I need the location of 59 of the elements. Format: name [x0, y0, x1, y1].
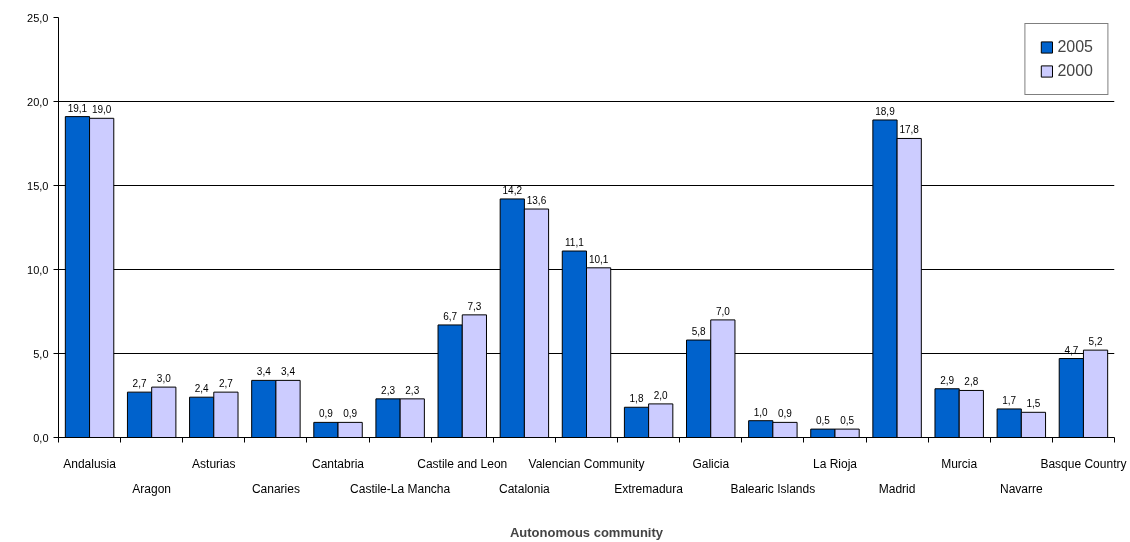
data-label: 1,5 [1026, 398, 1041, 410]
data-label: 1,7 [1002, 394, 1017, 406]
data-label: 3,4 [281, 366, 296, 378]
x-tick-label: Galicia [692, 456, 730, 471]
data-label: 1,0 [753, 406, 769, 418]
x-tick-label: La Rioja [812, 456, 858, 471]
data-label: 0,9 [343, 408, 358, 420]
x-tick-label: Navarre [999, 481, 1043, 496]
data-label: 2,3 [381, 384, 396, 396]
x-tick-label: Canaries [251, 481, 300, 496]
data-label: 3,4 [256, 366, 272, 378]
data-label: 5,8 [691, 326, 707, 338]
data-label: 18,9 [875, 105, 896, 117]
data-label: 2,0 [653, 389, 669, 401]
x-tick-label: Murcia [941, 456, 978, 471]
y-tick-label: 15,0 [27, 179, 49, 192]
data-label: 7,0 [715, 305, 731, 317]
data-label: 2,4 [194, 383, 210, 395]
y-tick-label: 5,0 [33, 347, 49, 360]
data-label: 2,9 [940, 374, 955, 386]
data-label: 7,3 [467, 300, 482, 312]
data-label: 11,1 [565, 237, 585, 249]
y-tick-label: 25,0 [27, 11, 49, 24]
data-label: 1,8 [629, 393, 644, 405]
data-label: 5,2 [1088, 336, 1103, 348]
x-tick-label: Catalonia [499, 481, 551, 496]
data-label: 14,2 [502, 184, 523, 196]
legend-label: 2000 [1057, 62, 1093, 80]
data-label: 0,5 [815, 415, 831, 427]
x-tick-label: Asturias [192, 456, 236, 471]
x-tick-label: Cantabria [312, 456, 365, 471]
data-label: 2,3 [405, 384, 420, 396]
data-label: 2,7 [218, 378, 234, 390]
y-tick-label: 0,0 [33, 431, 49, 444]
y-tick-label: 20,0 [27, 95, 49, 108]
data-label: 6,7 [443, 310, 458, 322]
x-tick-label: Aragon [132, 481, 172, 496]
data-label: 17,8 [899, 124, 920, 136]
x-tick-label: Balearic Islands [730, 481, 816, 496]
data-label: 19,1 [67, 102, 88, 114]
data-label: 3,0 [156, 373, 172, 385]
data-label: 13,6 [526, 195, 547, 207]
data-label: 0,5 [840, 415, 855, 427]
x-tick-label: Basque Country [1040, 456, 1127, 471]
y-tick-label: 10,0 [27, 263, 49, 276]
data-label: 0,9 [778, 408, 793, 420]
x-tick-label: Madrid [878, 481, 916, 496]
x-axis-title: Autonomous community [509, 524, 664, 540]
data-label: 2,7 [132, 378, 147, 390]
x-tick-label: Valencian Community [528, 456, 645, 471]
x-tick-label: Andalusia [63, 456, 117, 471]
x-tick-label: Castile-La Mancha [350, 481, 451, 496]
data-label: 10,1 [588, 253, 609, 265]
x-tick-label: Castile and Leon [417, 456, 508, 471]
legend-label: 2005 [1057, 38, 1093, 56]
data-label: 0,9 [318, 408, 334, 420]
x-tick-label: Extremadura [614, 481, 684, 496]
data-label: 2,8 [964, 376, 979, 388]
data-label: 19,0 [91, 104, 112, 116]
